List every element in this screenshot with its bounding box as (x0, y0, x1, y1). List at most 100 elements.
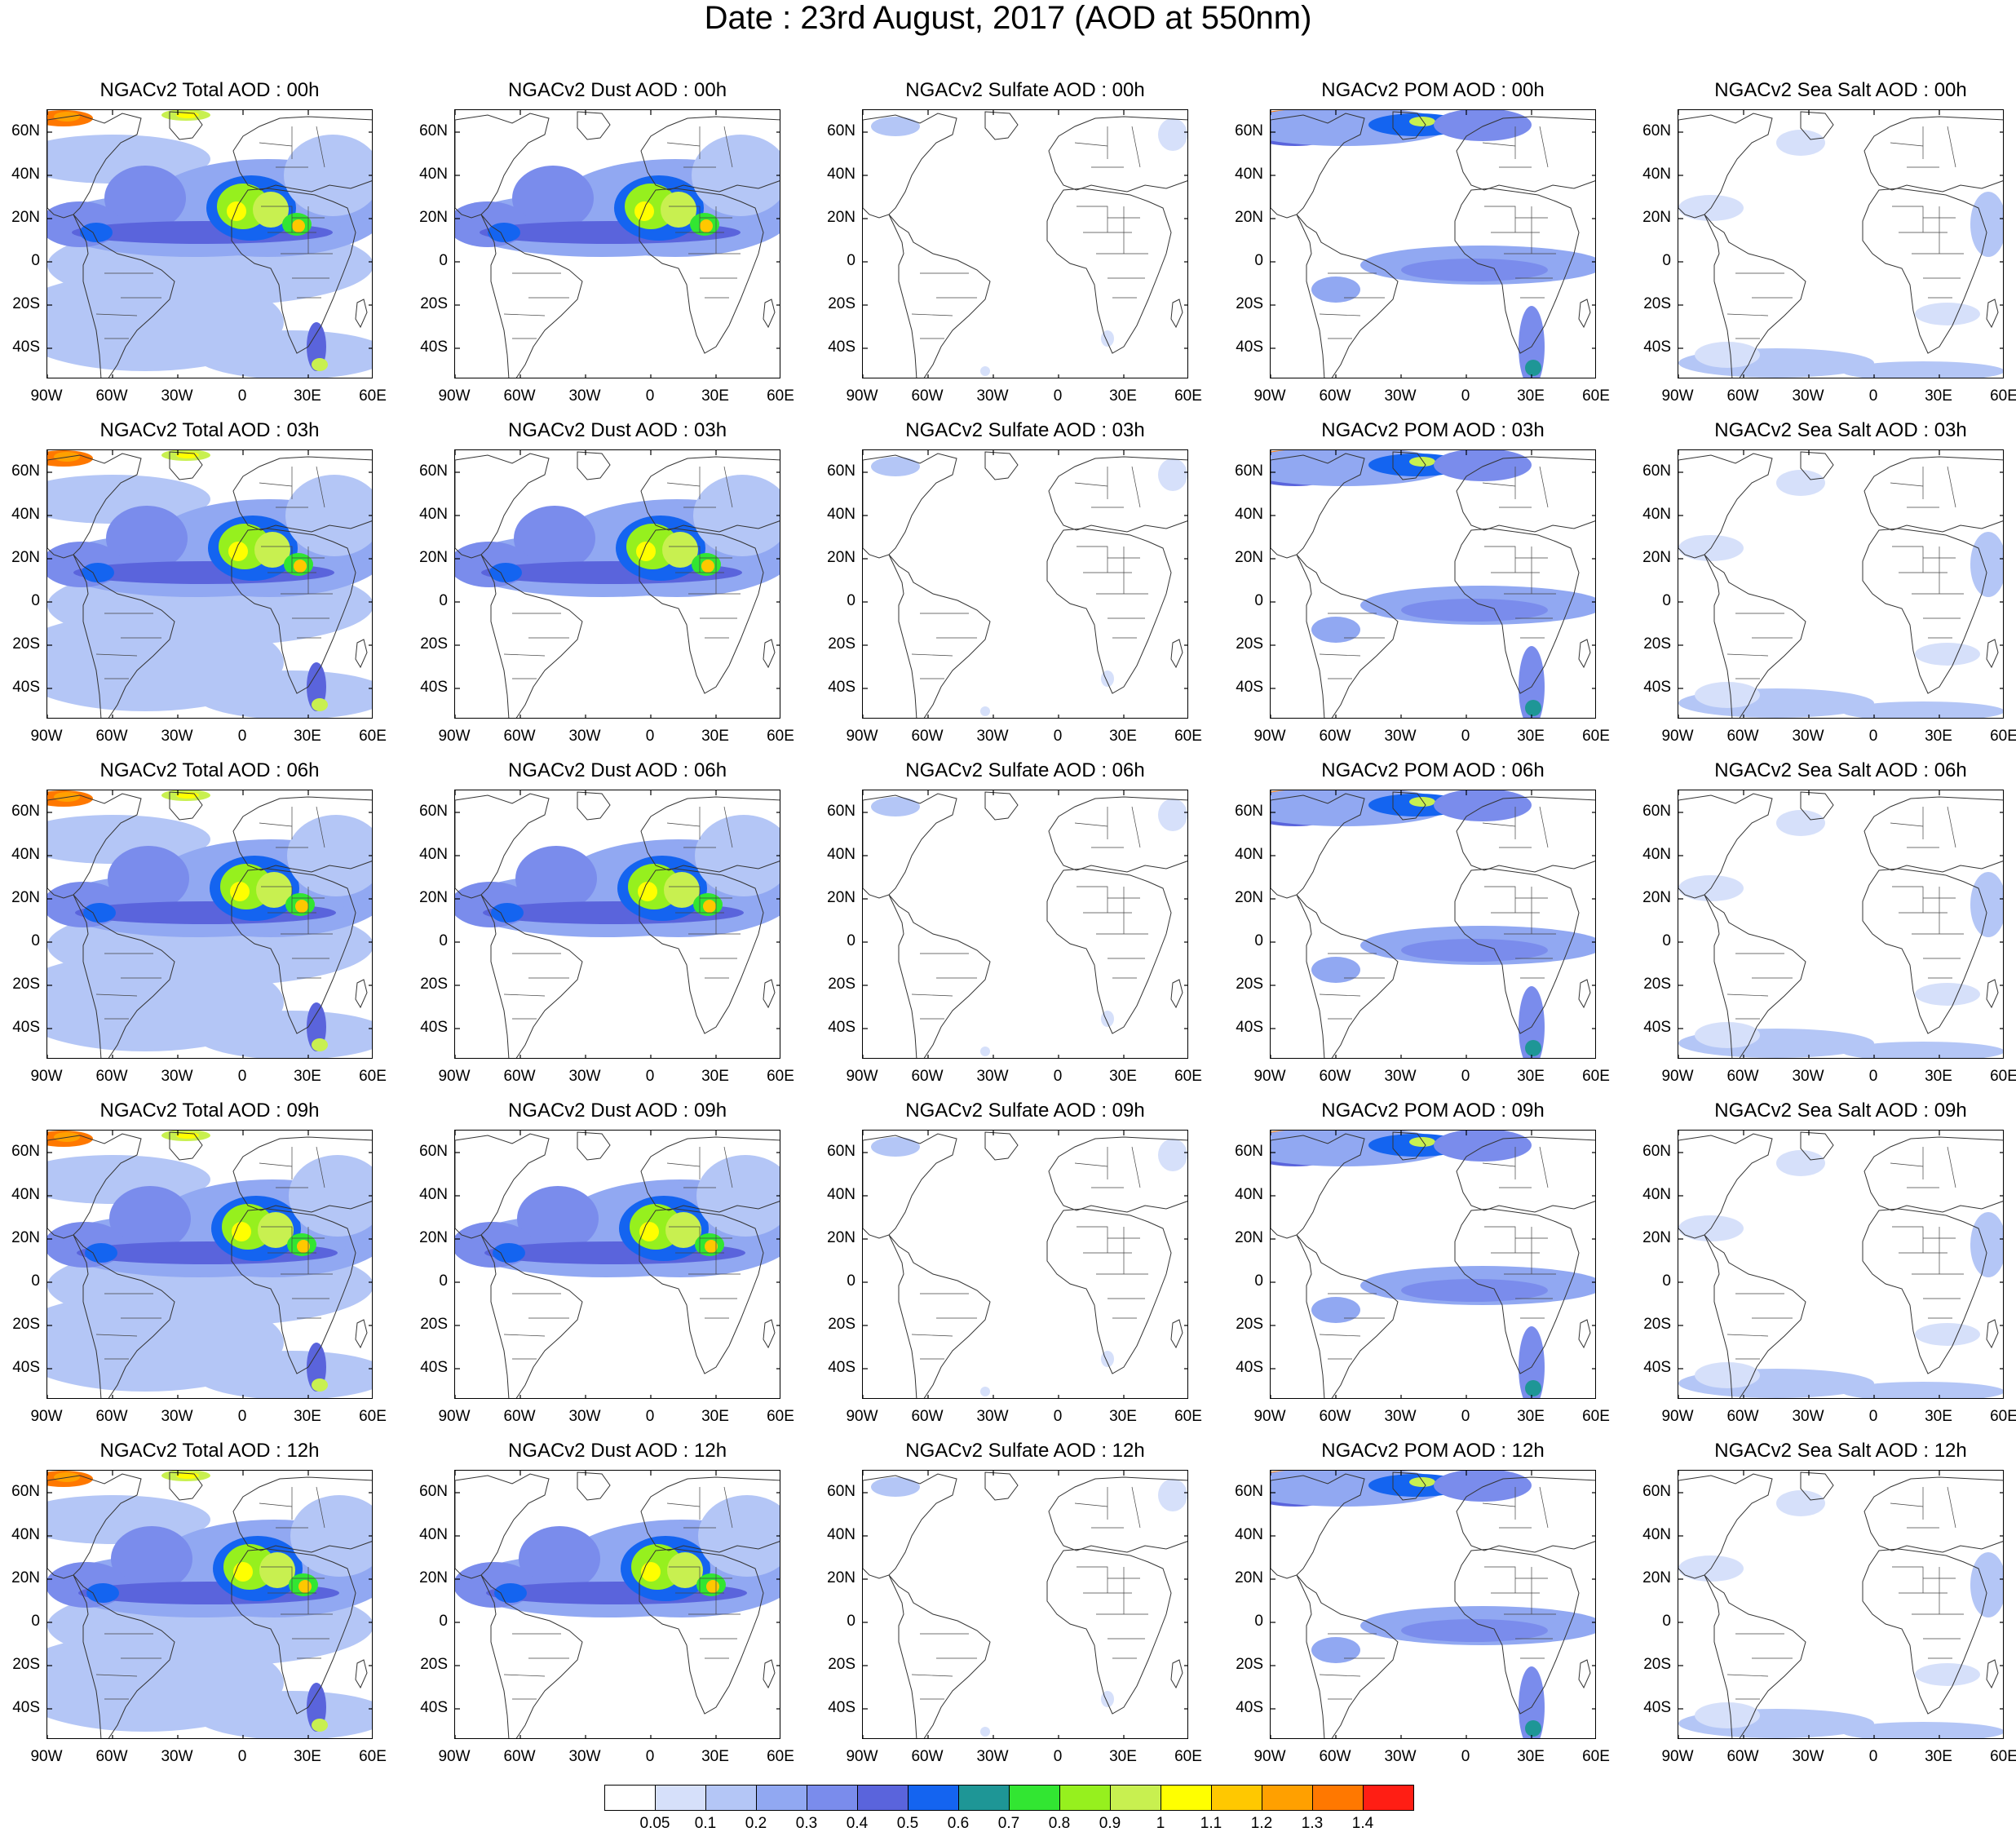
country-border (1890, 1146, 1956, 1188)
aod-contour (1915, 1323, 1980, 1346)
country-border (1319, 613, 1385, 679)
aod-contour (1776, 130, 1825, 156)
country-border (1890, 1486, 1956, 1529)
lat-tick-label: 0 (847, 252, 855, 269)
aod-contour (494, 1583, 527, 1603)
lat-tick-label: 0 (31, 932, 40, 949)
lon-tick-label: 90W (30, 1408, 63, 1425)
aod-map (863, 1131, 1187, 1398)
coastline (577, 111, 611, 140)
aod-contour (515, 846, 597, 911)
lat-tick-label: 40N (1235, 846, 1263, 863)
country-border (261, 206, 333, 299)
aod-contour (871, 1137, 920, 1157)
lat-tick-label: 20S (12, 1316, 40, 1333)
country-border (669, 1226, 741, 1319)
lon-tick-label: 30W (976, 387, 1009, 405)
coastline (1170, 1319, 1183, 1349)
lon-tick-label: 30E (1517, 387, 1545, 405)
aod-contour (1519, 1666, 1545, 1738)
lat-tick-label: 20N (1235, 549, 1263, 566)
lon-tick-label: 60E (1990, 1748, 2016, 1765)
aod-map (47, 1471, 372, 1738)
coastline (73, 894, 175, 1058)
map-frame (862, 1470, 1188, 1739)
lon-tick-label: 0 (237, 728, 247, 745)
lat-tick-label: 0 (847, 932, 855, 949)
map-frame (1678, 449, 2004, 719)
aod-contour (493, 1243, 525, 1263)
country-border (911, 272, 977, 339)
lon-tick-label: 60W (1319, 1068, 1351, 1085)
lon-tick-label: 90W (1253, 1408, 1286, 1425)
aod-contour (665, 1212, 701, 1248)
coastline (1862, 868, 1987, 1034)
aod-contour (1158, 799, 1187, 831)
lon-tick-label: 30E (1109, 728, 1137, 745)
aod-map (455, 790, 780, 1058)
lat-tick-label: 40S (12, 679, 40, 696)
lat-tick-label: 0 (847, 592, 855, 609)
lat-tick-label: 60N (11, 462, 40, 480)
panel-title: NGACv2 Total AOD : 00h (99, 79, 320, 101)
lat-tick-label: 20S (1643, 1316, 1671, 1333)
lon-tick-label: 0 (237, 1748, 247, 1765)
colorbar-swatch (655, 1785, 706, 1811)
aod-contour (1434, 110, 1532, 141)
lat-tick-label: 60N (1642, 1143, 1671, 1160)
coastline (47, 1133, 142, 1239)
coastline (480, 894, 583, 1058)
aod-map (455, 1131, 780, 1398)
coastline (984, 111, 1019, 140)
lat-tick-label: 0 (1662, 1613, 1671, 1630)
lat-tick-label: 20N (11, 1569, 40, 1586)
lat-tick-label: 60N (827, 1483, 855, 1500)
country-border (95, 272, 161, 339)
coastline (639, 1208, 764, 1374)
coastline (763, 979, 776, 1009)
coastline (1800, 111, 1834, 140)
colorbar-swatch (1262, 1785, 1313, 1811)
map-panel: NGACv2 POM AOD : 09h 60N 40N 20N 0 20S 40S 90W 6… (1235, 1100, 1610, 1425)
coastline (231, 528, 356, 694)
map-frame (46, 790, 373, 1059)
lat-tick-label: 40S (1643, 1699, 1671, 1716)
lat-tick-label: 20S (828, 295, 855, 312)
coastline (1863, 796, 2003, 873)
country-border (1074, 1486, 1141, 1529)
lat-tick-label: 60N (419, 803, 448, 820)
coastline (863, 113, 957, 219)
colorbar-swatch (958, 1785, 1010, 1811)
panel-title: NGACv2 Sulfate AOD : 12h (905, 1440, 1145, 1462)
country-border (1482, 1146, 1549, 1188)
aod-contour (233, 1562, 253, 1582)
aod-map (863, 1471, 1187, 1738)
lon-tick-label: 0 (237, 1408, 247, 1425)
lon-tick-label: 0 (1868, 1408, 1878, 1425)
lat-tick-label: 20N (1642, 889, 1671, 906)
aod-contour (1695, 1022, 1760, 1048)
lat-tick-label: 20N (827, 1229, 855, 1246)
lon-tick-label: 60E (359, 1748, 387, 1765)
lon-tick-label: 30E (1925, 387, 1952, 405)
colorbar-label: 0.4 (846, 1815, 869, 1832)
country-border (503, 613, 569, 679)
aod-contour (1158, 118, 1187, 151)
coastline (577, 791, 611, 821)
country-border (1484, 1226, 1556, 1319)
colorbar-swatch (705, 1785, 757, 1811)
lat-tick-label: 0 (1254, 1613, 1263, 1630)
aod-map (1271, 1471, 1595, 1738)
aod-contour (1101, 330, 1114, 347)
lon-tick-label: 60W (95, 1408, 128, 1425)
lon-tick-label: 90W (30, 1068, 63, 1085)
lon-tick-label: 60W (95, 387, 128, 405)
coastline (1678, 1133, 1773, 1239)
map-panel: NGACv2 POM AOD : 03h 60N 40N 20N 0 20S 40S 90W 6… (1235, 419, 1610, 745)
aod-contour (696, 1155, 780, 1237)
lat-tick-label: 20S (828, 635, 855, 653)
lon-tick-label: 60W (1319, 728, 1351, 745)
coastline (1271, 1473, 1365, 1579)
aod-contour (488, 223, 520, 242)
aod-contour (1525, 1720, 1541, 1737)
